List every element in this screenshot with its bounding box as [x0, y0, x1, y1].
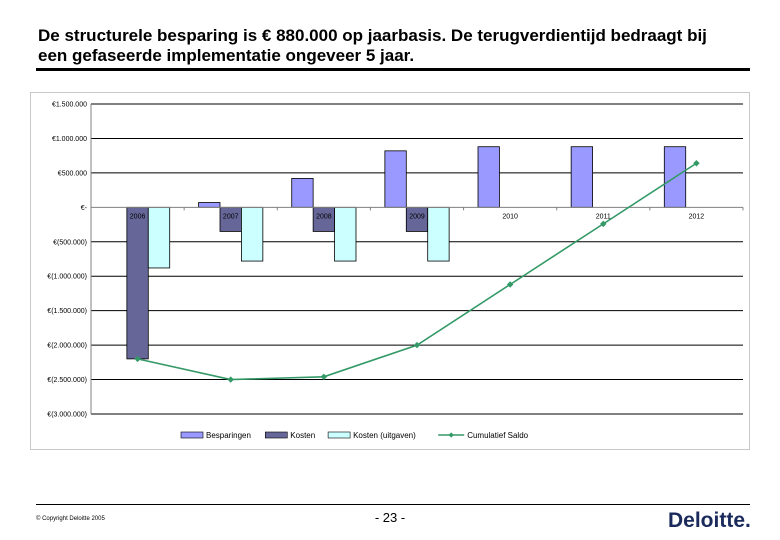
- legend-label: Cumulatief Saldo: [467, 431, 528, 440]
- bar-besparingen: [570, 146, 593, 208]
- bar-besparingen: [384, 150, 407, 208]
- x-tick-label: 2009: [409, 213, 425, 220]
- y-tick-label: €(3.000.000): [47, 412, 87, 419]
- cumulatief-saldo-point: [693, 160, 700, 167]
- bar-kosten-uitgaven: [241, 206, 264, 262]
- slide-title-line-2: een gefaseerde implementatie ongeveer 5 …: [38, 46, 415, 65]
- slide-title-line-1: De structurele besparing is € 880.000 op…: [38, 26, 707, 45]
- cumulatief-saldo-point: [227, 376, 234, 383]
- footer-divider: [36, 504, 750, 505]
- bar-kosten-uitgaven: [334, 206, 357, 262]
- legend-label: Kosten (uitgaven): [353, 431, 416, 440]
- savings-chart: €1.500.000 €1.000.000 €500.000 €- €(500.000)…: [47, 102, 744, 440]
- bar-kosten-uitgaven: [147, 206, 171, 269]
- bar-besparingen: [291, 178, 314, 208]
- logo-wordmark: Deloitte: [668, 509, 746, 532]
- y-tick-label: €(2.500.000): [47, 377, 87, 384]
- bar-besparingen: [198, 202, 221, 208]
- y-tick-label: €(1.000.000): [47, 274, 87, 281]
- cumulatief-saldo-point: [506, 281, 514, 288]
- y-tick-label: €1.500.000: [52, 102, 87, 109]
- title-divider: [36, 68, 750, 71]
- legend-label: Besparingen: [206, 431, 251, 440]
- legend-marker: [448, 432, 454, 438]
- y-tick-label: €(500.000): [53, 239, 87, 246]
- x-tick-label: 2011: [596, 213, 611, 220]
- x-tick-label: 2008: [316, 213, 332, 220]
- copyright-text: © Copyright Deloitte 2005: [36, 516, 105, 522]
- x-tick-label: 2010: [502, 213, 518, 220]
- x-tick-label: 2006: [130, 213, 146, 220]
- deloitte-logo: Deloitte.: [668, 509, 751, 533]
- cumulatief-saldo-point: [600, 220, 607, 228]
- y-tick-label: €(2.000.000): [47, 343, 87, 350]
- chart-frame: €1.500.000 €1.000.000 €500.000 €- €(500.000)…: [30, 92, 750, 450]
- y-tick-label: €500.000: [58, 170, 87, 177]
- cumulatief-saldo-point: [134, 355, 141, 363]
- bar-kosten: [126, 206, 149, 360]
- logo-dot: .: [745, 509, 751, 532]
- cumulatief-saldo-point: [320, 373, 328, 380]
- bar-besparingen: [477, 146, 500, 208]
- x-tick-label: 2012: [689, 213, 705, 220]
- x-tick-label: 2007: [223, 213, 239, 220]
- y-tick-label: €1.000.000: [52, 136, 87, 143]
- legend-label: Kosten: [290, 431, 315, 440]
- legend-swatch: [327, 431, 351, 439]
- page-number: - 23 -: [374, 510, 406, 525]
- y-tick-label: €-: [81, 205, 88, 212]
- legend-swatch: [180, 431, 204, 439]
- bar-kosten-uitgaven: [427, 206, 450, 262]
- slide-title: De structurele besparing is € 880.000 op…: [38, 26, 758, 66]
- y-tick-label: €(1.500.000): [47, 308, 87, 315]
- legend-swatch: [265, 431, 288, 439]
